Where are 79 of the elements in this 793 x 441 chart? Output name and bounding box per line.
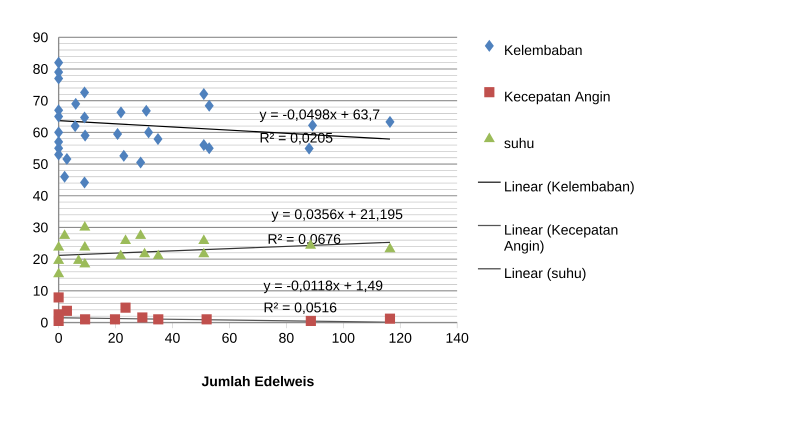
point [198,248,210,258]
legend-label: Linear (Kecepatan Angin) [504,224,618,254]
point [306,316,316,326]
point [71,98,80,110]
point [79,221,90,231]
point [80,176,90,188]
point [53,254,64,264]
point [139,248,150,258]
point [135,229,146,239]
point [53,268,64,278]
x-tick-label: 20 [108,332,123,343]
annotation: y = -0,0498x + 63,7 [260,109,380,122]
y-tick-label: 60 [33,127,48,138]
legend-label: Kelembaban [505,44,582,56]
point [62,306,72,316]
x-tick-label: 0 [55,332,62,343]
x-axis-title: Jumlah Edelweis [202,376,314,386]
point [198,234,210,244]
point [384,242,396,252]
y-tick-label: 70 [33,96,48,106]
y-tick-label: 0 [41,318,48,328]
point [153,314,164,324]
annotation: y = 0,0356x + 21,195 [271,209,402,222]
point [79,241,90,251]
legend-label: Linear (suhu) [505,268,586,281]
x-tick-label: 40 [165,332,180,343]
point [152,250,164,260]
point [54,126,64,138]
point [80,86,90,98]
point [120,302,131,313]
x-tick-label: 80 [279,332,294,343]
legend-label: Linear (Kelembaban) [505,181,634,194]
point [136,156,146,168]
y-tick-label: 80 [33,64,48,74]
point [385,116,394,128]
point [116,106,126,118]
point [204,100,214,112]
y-tick-label: 20 [33,254,48,264]
point [73,254,84,264]
point [54,316,64,326]
point [142,104,151,117]
y-tick-label: 40 [32,190,48,201]
point [204,142,214,154]
point [79,258,90,268]
point [202,314,212,324]
y-tick-label: 30 [33,222,48,232]
point [62,153,72,165]
point [54,292,64,302]
y-tick-label: 50 [33,159,48,169]
point [53,241,64,251]
point [80,112,90,124]
y-tick-label: 10 [34,286,48,296]
point [59,229,70,239]
point [120,234,131,244]
point [144,126,154,138]
x-tick-label: 140 [446,332,468,343]
annotation: y = -0,0118x + 1,49 [264,280,382,294]
point [80,130,90,142]
point [137,312,148,322]
x-tick-label: 60 [222,332,237,343]
point [113,128,122,140]
point [384,314,396,324]
point [199,139,208,151]
x-tick-label: 120 [390,332,412,343]
y-tick-label: 90 [33,32,48,42]
x-tick-label: 100 [332,332,354,343]
point [119,150,128,162]
legend-label: Kecepatan Angin [505,91,610,104]
point [70,120,80,132]
annotation: R² = 0,0676 [268,234,340,246]
point [199,88,208,100]
point [60,170,70,183]
point [115,250,126,260]
point [54,56,64,68]
point [80,314,90,324]
annotation: R² = 0,0516 [264,302,336,314]
point [110,314,120,324]
legend-label: suhu [504,138,534,148]
point [154,133,162,145]
